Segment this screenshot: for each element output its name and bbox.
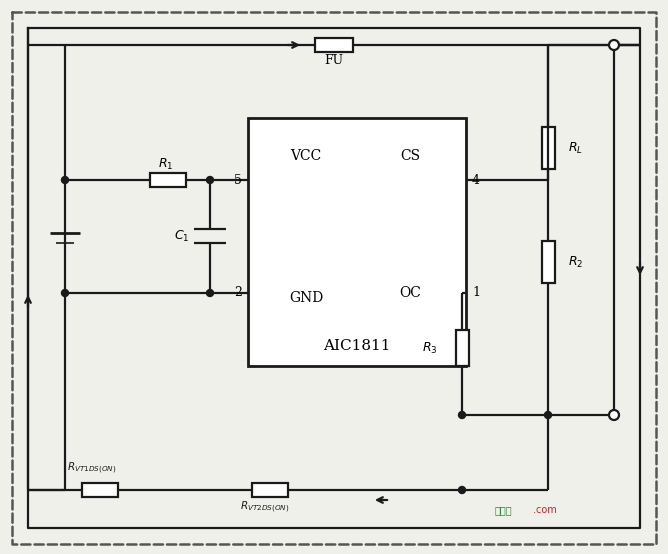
Text: CS: CS: [400, 149, 420, 163]
Text: GND: GND: [289, 291, 323, 305]
Text: 接线图: 接线图: [495, 505, 512, 515]
Bar: [82, 483, 118, 497]
Text: AIC1811: AIC1811: [323, 339, 391, 353]
Text: 4: 4: [472, 173, 480, 187]
Circle shape: [206, 177, 214, 183]
Bar: [248, 118, 466, 366]
Text: $R_2$: $R_2$: [568, 254, 583, 270]
Bar: [542, 241, 555, 283]
Circle shape: [544, 412, 552, 418]
Text: $R_{VT1DS(ON)}$: $R_{VT1DS(ON)}$: [67, 460, 117, 476]
Text: $R_{VT2DS(ON)}$: $R_{VT2DS(ON)}$: [240, 500, 290, 515]
Text: OC: OC: [399, 286, 421, 300]
Bar: [456, 330, 469, 366]
Circle shape: [458, 412, 466, 418]
Text: $R_1$: $R_1$: [158, 156, 174, 172]
Text: FU: FU: [325, 54, 343, 68]
Bar: [315, 38, 353, 52]
Text: 2: 2: [234, 286, 242, 300]
Text: $C_1$: $C_1$: [174, 228, 190, 244]
Bar: [252, 483, 288, 497]
Text: .com: .com: [533, 505, 556, 515]
Text: $R_L$: $R_L$: [568, 141, 583, 156]
Text: VCC: VCC: [291, 149, 321, 163]
Bar: [150, 173, 186, 187]
Text: 1: 1: [472, 286, 480, 300]
Text: $R_3$: $R_3$: [422, 341, 438, 356]
Circle shape: [206, 290, 214, 296]
Circle shape: [609, 410, 619, 420]
Bar: [542, 127, 555, 169]
Circle shape: [61, 290, 69, 296]
Text: 5: 5: [234, 173, 242, 187]
Circle shape: [61, 177, 69, 183]
Circle shape: [609, 40, 619, 50]
Circle shape: [458, 486, 466, 494]
